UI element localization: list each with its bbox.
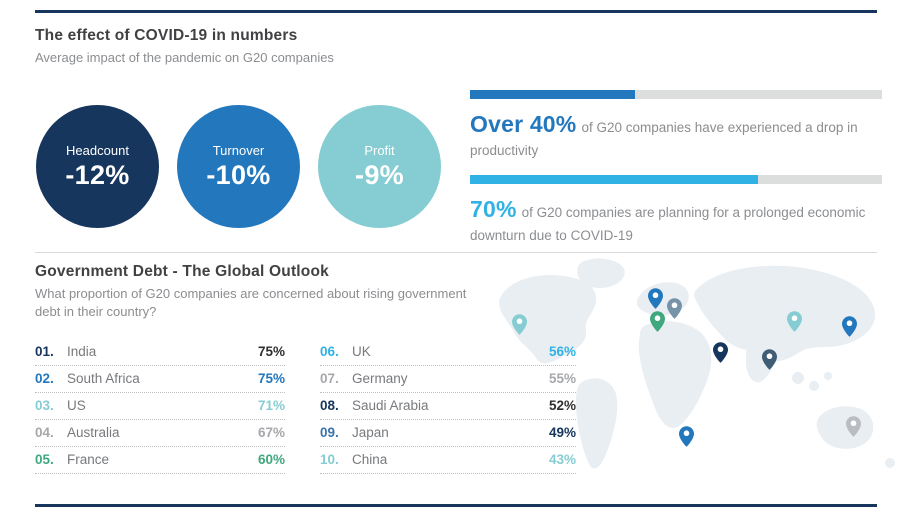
- country-name: Saudi Arabia: [352, 398, 429, 413]
- rank-value: 43%: [548, 452, 576, 467]
- section-divider: [35, 252, 877, 253]
- stat-text: Over 40% of G20 companies have experience…: [470, 108, 882, 161]
- impact-section-title: The effect of COVID-19 in numbers: [35, 27, 298, 44]
- stat-description: of G20 companies have experienced a drop…: [470, 120, 858, 159]
- map-pin: [648, 288, 663, 309]
- stat-bar-fill: [470, 175, 759, 184]
- world-map: [498, 258, 910, 504]
- ranking-row-france: 05. France 60%: [35, 448, 285, 474]
- country-name: UK: [352, 344, 371, 359]
- ranking-row-china: 10. China 43%: [320, 448, 576, 474]
- rank-number: 08.: [320, 398, 339, 413]
- rank-number: 07.: [320, 371, 339, 386]
- stat-highlight: 70%: [470, 196, 517, 222]
- rank-number: 02.: [35, 371, 54, 386]
- circle-value: -10%: [206, 159, 271, 190]
- debt-section-title: Government Debt - The Global Outlook: [35, 263, 329, 280]
- circle-headcount: Headcount -12%: [36, 105, 159, 228]
- country-name: Japan: [352, 425, 389, 440]
- circle-value: -9%: [355, 159, 404, 190]
- country-name: China: [352, 452, 388, 467]
- map-pin: [713, 342, 728, 363]
- rank-number: 03.: [35, 398, 54, 413]
- ranking-row-japan: 09. Japan 49%: [320, 421, 576, 447]
- ranking-row-uk: 06. UK 56%: [320, 340, 576, 366]
- debt-section-subtitle: What proportion of G20 companies are con…: [35, 286, 467, 320]
- map-pin: [650, 311, 665, 332]
- rank-number: 05.: [35, 452, 54, 467]
- rank-value: 75%: [257, 371, 285, 386]
- rank-number: 04.: [35, 425, 54, 440]
- stat-bar-track: [470, 175, 882, 184]
- rank-number: 01.: [35, 344, 54, 359]
- map-pin: [842, 316, 857, 337]
- country-name: US: [67, 398, 86, 413]
- ranking-column-left: 01. India 75% 02. South Africa 75% 03. U…: [35, 340, 285, 475]
- ranking-column-right: 06. UK 56% 07. Germany 55% 08. Saudi Ara…: [320, 340, 576, 475]
- circle-label: Profit: [364, 142, 395, 158]
- stat-highlight: Over 40%: [470, 111, 577, 137]
- map-pin: [846, 416, 861, 437]
- rank-number: 09.: [320, 425, 339, 440]
- rank-value: 71%: [257, 398, 285, 413]
- country-name: France: [67, 452, 110, 467]
- stat-text: 70% of G20 companies are planning for a p…: [470, 193, 882, 246]
- circle-label: Headcount: [66, 142, 129, 158]
- rank-number: 10.: [320, 452, 339, 467]
- ranking-row-south-africa: 02. South Africa 75%: [35, 367, 285, 393]
- country-name: Australia: [67, 425, 120, 440]
- top-divider: [35, 10, 877, 13]
- circle-profit: Profit -9%: [318, 105, 441, 228]
- circle-turnover: Turnover -10%: [177, 105, 300, 228]
- map-pin: [512, 314, 527, 335]
- country-name: South Africa: [67, 371, 140, 386]
- circle-label: Turnover: [212, 142, 265, 158]
- rank-value: 60%: [257, 452, 285, 467]
- bottom-divider: [35, 504, 877, 507]
- map-pin: [762, 349, 777, 370]
- map-pin: [787, 311, 802, 332]
- rank-value: 52%: [548, 398, 576, 413]
- ranking-row-germany: 07. Germany 55%: [320, 367, 576, 393]
- stat-bar-track: [470, 90, 882, 99]
- ranking-row-india: 01. India 75%: [35, 340, 285, 366]
- rank-value: 55%: [548, 371, 576, 386]
- rank-value: 75%: [257, 344, 285, 359]
- impact-section-subtitle: Average impact of the pandemic on G20 co…: [35, 50, 334, 65]
- circle-value: -12%: [65, 159, 130, 190]
- rank-value: 67%: [257, 425, 285, 440]
- country-name: Germany: [352, 371, 408, 386]
- ranking-row-us: 03. US 71%: [35, 394, 285, 420]
- world-map-silhouette: [499, 258, 895, 469]
- stat-description: of G20 companies are planning for a prol…: [470, 205, 866, 244]
- rank-value: 49%: [548, 425, 576, 440]
- map-pin: [667, 298, 682, 319]
- rank-number: 06.: [320, 344, 339, 359]
- rank-value: 56%: [548, 344, 576, 359]
- stat-productivity: Over 40% of G20 companies have experience…: [470, 90, 882, 161]
- map-pin: [679, 426, 694, 447]
- stat-downturn: 70% of G20 companies are planning for a p…: [470, 175, 882, 246]
- ranking-row-australia: 04. Australia 67%: [35, 421, 285, 447]
- stat-bar-fill: [470, 90, 635, 99]
- ranking-row-saudi-arabia: 08. Saudi Arabia 52%: [320, 394, 576, 420]
- country-name: India: [67, 344, 97, 359]
